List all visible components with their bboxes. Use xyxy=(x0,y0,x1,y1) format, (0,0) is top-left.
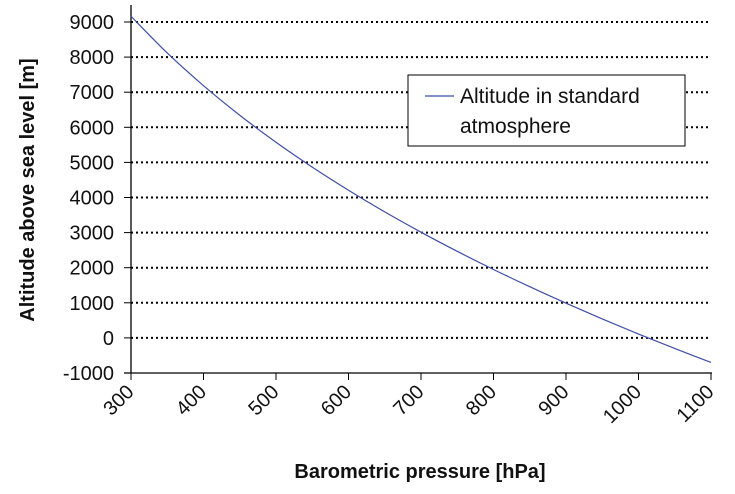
y-tick-label: 3000 xyxy=(70,223,115,245)
legend-box xyxy=(407,74,686,147)
y-tick-label: 2000 xyxy=(70,258,115,280)
x-tick-label: 500 xyxy=(244,381,283,420)
series-line-altitude xyxy=(130,15,712,363)
x-tick-label: 800 xyxy=(462,381,501,420)
y-axis-ticks: 9000 8000 7000 6000 5000 4000 3000 2000 1000 0 -10… xyxy=(63,12,131,385)
y-tick-label: -1000 xyxy=(63,363,114,385)
y-tick-label: 8000 xyxy=(70,47,115,69)
x-tick-label: 600 xyxy=(317,381,356,420)
x-tick-label: 1100 xyxy=(673,381,719,427)
x-tick-label: 1000 xyxy=(599,381,646,428)
x-tick-label: 300 xyxy=(99,381,138,420)
x-axis-label: Barometric pressure [hPa] xyxy=(294,461,545,483)
x-tick-label: 900 xyxy=(534,381,573,420)
gridlines xyxy=(131,21,711,339)
legend: Altitude in standard atmosphere xyxy=(407,74,686,147)
y-tick-label: 6000 xyxy=(70,117,115,139)
x-axis-ticks: 300 400 500 600 700 800 900 1000 1100 xyxy=(99,373,719,428)
x-tick-label: 700 xyxy=(389,381,428,420)
x-tick-label: 400 xyxy=(172,381,211,420)
y-tick-label: 9000 xyxy=(70,12,115,34)
y-tick-label: 7000 xyxy=(70,82,115,104)
legend-label-line1: Altitude in standard xyxy=(460,85,640,108)
y-tick-label: 5000 xyxy=(70,152,115,174)
y-tick-label: 0 xyxy=(103,328,114,350)
y-tick-label: 4000 xyxy=(70,188,115,210)
y-axis-label: Altitude above sea level [m] xyxy=(17,58,39,321)
y-tick-label: 1000 xyxy=(70,293,115,315)
legend-label-line2: atmosphere xyxy=(460,115,571,138)
